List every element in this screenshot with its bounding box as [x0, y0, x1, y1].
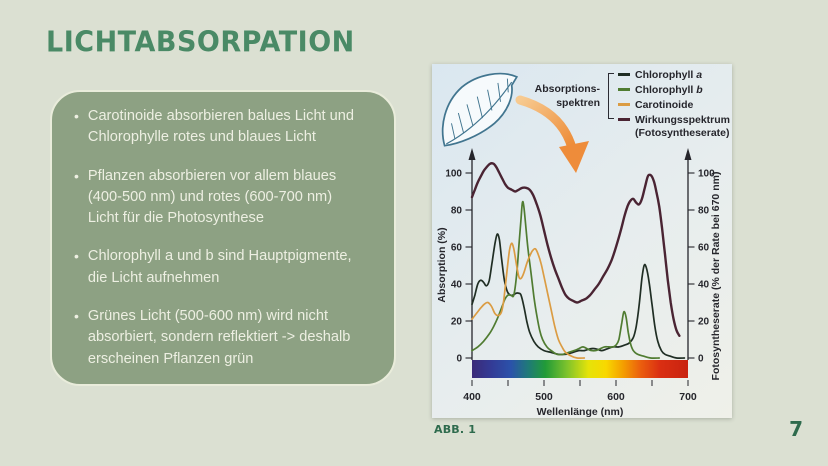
plot-area: 0 0 20 20 40 40 60 60 80 80 100 100 400 500 600 700 Well… — [436, 148, 722, 418]
bullet-text: Carotinoide absorbieren balues Licht und… — [87, 108, 355, 146]
legend-line-icon — [618, 73, 630, 76]
list-item: • Grünes Licht (500-600 nm) wird nicht a… — [74, 306, 376, 370]
list-item: • Carotinoide absorbieren balues Licht u… — [74, 106, 376, 149]
svg-text:60: 60 — [698, 243, 710, 254]
list-item: • Chlorophyll a und b sind Hauptpigmente… — [74, 246, 376, 289]
svg-text:0: 0 — [698, 354, 704, 365]
bullet-text: Chlorophyll a und b sind Hauptpigmente, … — [87, 248, 352, 286]
bullet-dot-icon: • — [74, 248, 79, 265]
bullet-text: Pflanzen absorbieren vor allem blaues (4… — [87, 167, 337, 227]
svg-text:0: 0 — [456, 354, 462, 365]
figure-caption: ABB. 1 — [434, 423, 477, 436]
legend-line-icon — [618, 117, 630, 122]
svg-text:80: 80 — [451, 206, 463, 217]
key-points-card: • Carotinoide absorbieren balues Licht u… — [50, 90, 396, 386]
figure-panel: 0 0 20 20 40 40 60 60 80 80 100 100 400 500 600 700 Well… — [432, 64, 732, 418]
svg-text:80: 80 — [698, 206, 710, 217]
bullet-list: • Carotinoide absorbieren balues Licht u… — [74, 106, 376, 370]
legend-sub-label: (Fotosyntheserate) — [635, 127, 730, 139]
legend-row-wirkungsspektrum: Wirkungsspektrum — [618, 112, 730, 127]
svg-text:100: 100 — [445, 169, 462, 180]
chart-legend: Absorptions- spektren Chlorophyll a Chlo… — [432, 64, 732, 154]
bullet-text: Grünes Licht (500-600 nm) wird nicht abs… — [87, 308, 351, 367]
svg-text:20: 20 — [451, 317, 463, 328]
bullet-dot-icon: • — [74, 108, 79, 124]
bullet-dot-icon: • — [74, 167, 79, 184]
page-number: 7 — [789, 417, 803, 441]
leaf-icon — [441, 72, 519, 147]
page-title: LICHTABSORPATION — [46, 26, 355, 59]
list-item: • Pflanzen absorbieren vor allem blaues … — [74, 166, 376, 230]
svg-text:700: 700 — [679, 391, 697, 403]
legend-bracket — [608, 73, 614, 119]
legend-entries: Chlorophyll a Chlorophyll b Carotinoide … — [618, 67, 730, 139]
svg-text:400: 400 — [463, 391, 481, 403]
svg-text:40: 40 — [698, 280, 710, 291]
legend-row-chlorophyll-b: Chlorophyll b — [618, 82, 730, 97]
svg-text:600: 600 — [607, 391, 625, 403]
svg-text:100: 100 — [698, 169, 715, 180]
legend-line-icon — [618, 88, 630, 91]
arrow-icon — [515, 95, 589, 173]
absorption-chart: 0 0 20 20 40 40 60 60 80 80 100 100 400 500 600 700 Well… — [436, 72, 722, 418]
legend-line-icon — [618, 103, 630, 106]
svg-text:Absorption (%): Absorption (%) — [436, 227, 448, 302]
legend-group-label: Absorptions- spektren — [534, 83, 600, 109]
bullet-dot-icon: • — [74, 308, 79, 325]
svg-text:Wellenlänge (nm): Wellenlänge (nm) — [537, 406, 624, 418]
legend-row-carotinoide: Carotinoide — [618, 97, 730, 112]
svg-text:40: 40 — [451, 280, 463, 291]
svg-text:60: 60 — [451, 243, 463, 254]
svg-text:20: 20 — [698, 317, 710, 328]
legend-row-chlorophyll-a: Chlorophyll a — [618, 67, 730, 82]
svg-text:Fotosyntheserate (% der Rate b: Fotosyntheserate (% der Rate bei 670 nm) — [710, 172, 722, 381]
svg-text:500: 500 — [535, 391, 553, 403]
